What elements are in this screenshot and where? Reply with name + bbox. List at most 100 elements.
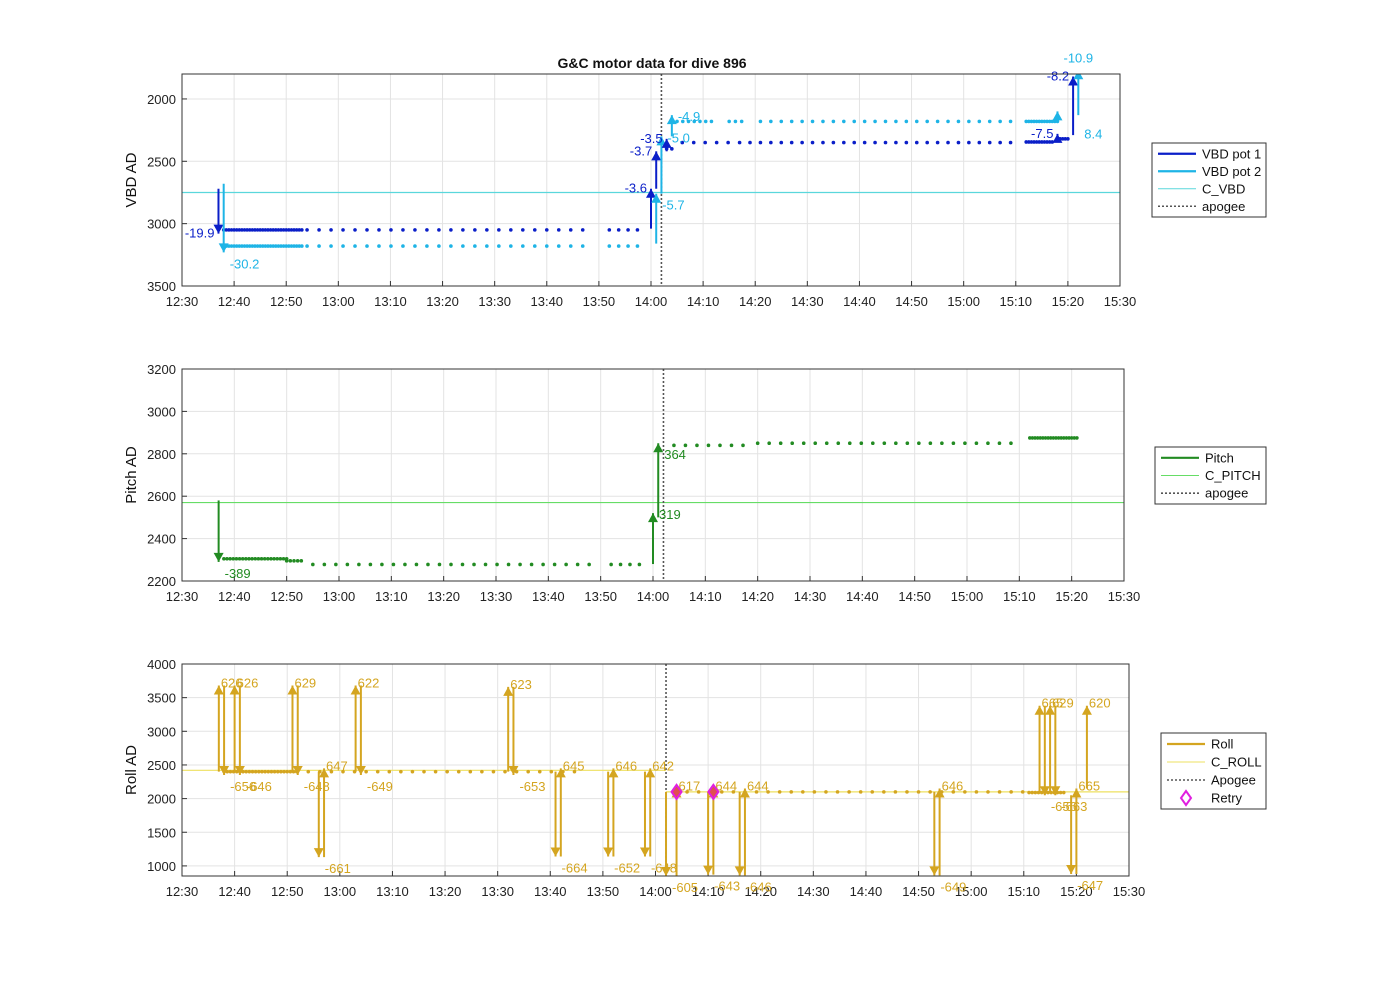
move-label: -653 (519, 779, 545, 794)
data-point (1030, 790, 1034, 795)
legend-label: C_VBD (1202, 181, 1245, 196)
data-point (341, 228, 345, 232)
x-tick-label: 14:40 (846, 589, 879, 604)
data-point (946, 119, 950, 124)
data-point (873, 140, 877, 145)
data-point (1046, 790, 1050, 795)
arrow-head (1034, 705, 1045, 715)
data-point (472, 562, 476, 567)
data-point (284, 228, 289, 232)
data-point (414, 562, 419, 567)
x-tick-label: 15:20 (1055, 589, 1088, 604)
data-point (341, 769, 345, 774)
move-label: 644 (715, 779, 737, 794)
data-point (260, 228, 265, 232)
data-point (289, 244, 294, 248)
move-label: 647 (326, 758, 348, 773)
data-point (497, 244, 501, 248)
data-point (426, 562, 430, 567)
move-label: -4.9 (678, 109, 700, 124)
data-point (268, 244, 273, 248)
x-tick-label: 14:00 (639, 884, 672, 899)
data-point (790, 441, 795, 446)
data-point (278, 556, 283, 561)
data-point (607, 228, 612, 232)
x-tick-label: 13:50 (583, 294, 616, 309)
y-tick-label: 1500 (147, 825, 176, 840)
data-point (329, 769, 334, 774)
arrow-head (651, 193, 662, 203)
data-point (509, 228, 513, 232)
data-point (917, 441, 921, 446)
data-point (274, 228, 278, 232)
data-point (413, 244, 417, 248)
data-point (568, 244, 573, 248)
x-tick-label: 14:30 (791, 294, 824, 309)
arrow-head (313, 848, 324, 858)
data-point (247, 244, 252, 248)
data-point (616, 244, 621, 248)
x-tick-label: 14:20 (744, 884, 777, 899)
pitch-axes-frame (181, 368, 1125, 582)
data-point (789, 140, 794, 145)
move-label: -647 (1077, 878, 1103, 893)
data-point (1029, 119, 1034, 124)
data-point (1027, 140, 1031, 144)
data-point (925, 119, 929, 124)
legend-label: Pitch (1205, 450, 1234, 465)
data-point (754, 790, 759, 794)
data-point (703, 140, 707, 145)
data-point (245, 228, 249, 232)
x-tick-label: 12:40 (218, 294, 251, 309)
data-point (399, 769, 403, 774)
data-point (237, 228, 242, 232)
arrow-head (1073, 74, 1084, 80)
data-point (271, 228, 275, 232)
data-point (389, 228, 393, 232)
data-point (260, 769, 264, 774)
data-point (925, 140, 929, 145)
data-point (1027, 790, 1031, 795)
move-label: -649 (367, 779, 393, 794)
data-point (1032, 119, 1036, 124)
data-point (862, 140, 867, 145)
data-point (977, 140, 982, 145)
data-point (306, 769, 311, 774)
data-point (974, 441, 979, 446)
move-label: 629 (1052, 696, 1074, 711)
data-point (951, 441, 956, 446)
data-point (473, 244, 477, 248)
arrow-head (1066, 864, 1077, 874)
data-point (228, 556, 232, 561)
data-point (894, 441, 898, 446)
move-label: -661 (325, 861, 351, 876)
data-point (835, 790, 840, 794)
x-tick-label: 15:00 (951, 589, 984, 604)
data-point (813, 441, 818, 446)
data-point (497, 228, 501, 232)
data-point (491, 769, 496, 774)
data-point (1034, 140, 1039, 144)
x-tick-label: 13:40 (534, 884, 567, 899)
data-point (244, 556, 248, 561)
data-point (821, 140, 825, 145)
data-point (967, 119, 971, 124)
move-label: -5.0 (667, 130, 689, 145)
data-point (1047, 140, 1052, 144)
data-point (425, 228, 429, 232)
data-point (234, 228, 239, 232)
arrow-head (1050, 786, 1061, 796)
x-tick-label: 15:00 (947, 294, 980, 309)
data-point (541, 562, 545, 567)
data-point (739, 119, 744, 124)
data-point (521, 244, 525, 248)
data-point (285, 769, 290, 774)
data-point (271, 244, 275, 248)
x-tick-label: 14:20 (741, 589, 774, 604)
data-point (883, 140, 888, 145)
data-point (862, 119, 867, 124)
data-point (544, 228, 549, 232)
data-point (250, 556, 254, 561)
data-point (227, 244, 231, 248)
data-point (836, 441, 841, 446)
